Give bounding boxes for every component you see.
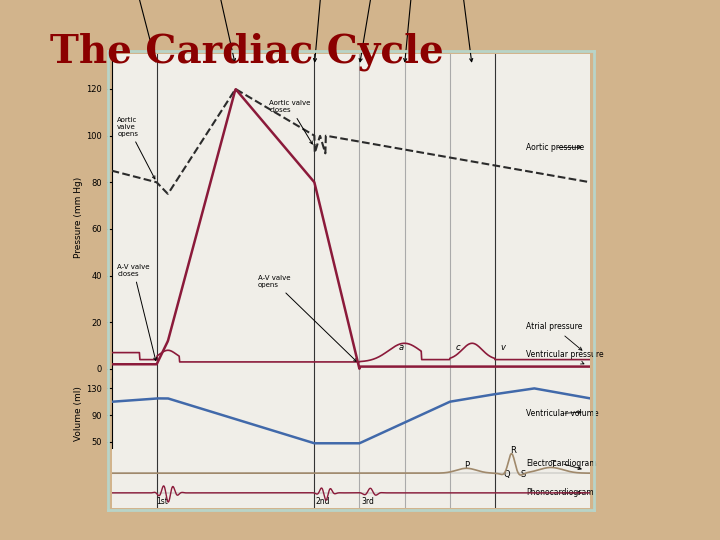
Text: A-V valve
closes: A-V valve closes bbox=[117, 264, 156, 361]
Text: 1st: 1st bbox=[156, 497, 168, 506]
Text: Ejection: Ejection bbox=[198, 0, 235, 62]
Text: S: S bbox=[521, 470, 526, 479]
Text: Ventricular pressure: Ventricular pressure bbox=[526, 350, 603, 364]
Text: T: T bbox=[550, 460, 555, 469]
Y-axis label: Pressure (mm Hg): Pressure (mm Hg) bbox=[74, 177, 84, 258]
Text: Isovolumic
relaxation: Isovolumic relaxation bbox=[305, 0, 346, 62]
Text: Phonocardiogram: Phonocardiogram bbox=[526, 488, 593, 497]
Text: Aortic
valve
opens: Aortic valve opens bbox=[117, 117, 155, 179]
Text: v: v bbox=[500, 343, 505, 352]
Text: Isovolumic
contraction: Isovolumic contraction bbox=[112, 0, 156, 62]
Text: 2nd: 2nd bbox=[315, 497, 330, 506]
Text: Electrocardiogram: Electrocardiogram bbox=[526, 459, 596, 470]
Text: R: R bbox=[510, 446, 516, 455]
Text: 3rd: 3rd bbox=[361, 497, 374, 506]
Text: Aortic pressure: Aortic pressure bbox=[526, 143, 584, 152]
Text: Atrial systole: Atrial systole bbox=[436, 0, 486, 62]
Text: Q: Q bbox=[503, 470, 510, 479]
Text: A-V valve
opens: A-V valve opens bbox=[258, 275, 356, 362]
Text: Aortic valve
closes: Aortic valve closes bbox=[269, 100, 312, 144]
Text: The Cardiac Cycle: The Cardiac Cycle bbox=[50, 32, 444, 71]
Y-axis label: Volume (ml): Volume (ml) bbox=[74, 386, 84, 441]
Text: a: a bbox=[399, 343, 404, 352]
Text: Ventricular volume: Ventricular volume bbox=[526, 409, 598, 418]
Text: Diastasis: Diastasis bbox=[395, 0, 431, 62]
Text: c: c bbox=[455, 343, 460, 352]
Text: Rapid inflow: Rapid inflow bbox=[353, 0, 400, 62]
Text: Atrial pressure: Atrial pressure bbox=[526, 322, 582, 350]
Text: P: P bbox=[464, 461, 469, 470]
